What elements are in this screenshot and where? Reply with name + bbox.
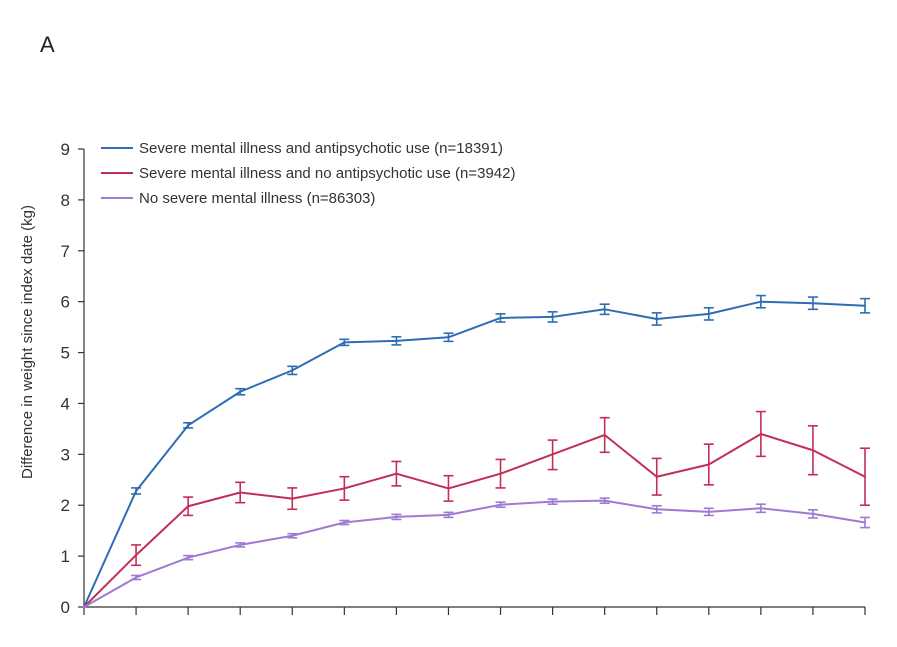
data-point xyxy=(343,521,346,524)
data-point xyxy=(707,463,710,466)
data-point xyxy=(187,556,190,559)
legend-label: Severe mental illness and no antipsychot… xyxy=(139,165,515,182)
data-point xyxy=(239,491,242,494)
legend-label: Severe mental illness and antipsychotic … xyxy=(139,140,503,157)
data-point xyxy=(395,472,398,475)
y-tick-label: 6 xyxy=(61,293,70,312)
data-point xyxy=(343,487,346,490)
data-point xyxy=(655,317,658,320)
series-1 xyxy=(83,294,870,608)
series-line xyxy=(83,300,866,608)
data-point xyxy=(811,302,814,305)
series-line xyxy=(83,499,866,608)
data-point xyxy=(603,308,606,311)
series-3 xyxy=(83,497,870,608)
y-tick-label: 8 xyxy=(61,191,70,210)
y-tick-label: 3 xyxy=(61,445,70,464)
data-point xyxy=(447,336,450,339)
y-tick-label: 7 xyxy=(61,242,70,261)
data-point xyxy=(759,507,762,510)
series-line xyxy=(83,432,866,608)
data-point xyxy=(655,475,658,478)
data-point xyxy=(239,543,242,546)
data-point xyxy=(239,390,242,393)
data-point xyxy=(551,453,554,456)
data-point xyxy=(499,316,502,319)
series-layer xyxy=(83,294,870,608)
data-point xyxy=(864,304,866,307)
data-point xyxy=(655,508,658,511)
data-point xyxy=(499,503,502,506)
data-point xyxy=(499,472,502,475)
data-point xyxy=(291,534,294,537)
data-point xyxy=(603,499,606,502)
data-point xyxy=(707,312,710,315)
data-point xyxy=(551,500,554,503)
data-point xyxy=(759,432,762,435)
legend: Severe mental illness and antipsychotic … xyxy=(101,140,515,207)
data-point xyxy=(135,489,138,492)
data-point xyxy=(864,475,866,478)
data-point xyxy=(759,300,762,303)
data-point xyxy=(135,554,138,557)
data-point xyxy=(811,512,814,515)
axes: 0 1 2 3 4 5 6 7 8 9 xyxy=(61,140,866,617)
panel-label: A xyxy=(40,32,55,57)
y-axis-title: Difference in weight since index date (k… xyxy=(19,205,36,479)
series-2 xyxy=(83,410,870,608)
data-point xyxy=(811,449,814,452)
legend-label: No severe mental illness (n=86303) xyxy=(139,190,375,207)
data-point xyxy=(291,369,294,372)
data-point xyxy=(707,510,710,513)
y-tick-label: 1 xyxy=(61,547,70,566)
data-point xyxy=(395,515,398,518)
data-point xyxy=(603,433,606,436)
data-point xyxy=(83,606,85,608)
data-point xyxy=(135,576,138,579)
y-tick-label: 2 xyxy=(61,496,70,515)
data-point xyxy=(343,341,346,344)
y-tick-label: 0 xyxy=(61,598,70,617)
y-tick-label: 5 xyxy=(61,344,70,363)
data-point xyxy=(864,521,866,524)
data-point xyxy=(447,513,450,516)
data-point xyxy=(291,497,294,500)
data-point xyxy=(551,315,554,318)
data-point xyxy=(187,424,190,427)
y-tick-label: 9 xyxy=(61,140,70,159)
data-point xyxy=(447,487,450,490)
data-point xyxy=(395,339,398,342)
y-tick-label: 4 xyxy=(61,394,70,413)
data-point xyxy=(187,505,190,508)
